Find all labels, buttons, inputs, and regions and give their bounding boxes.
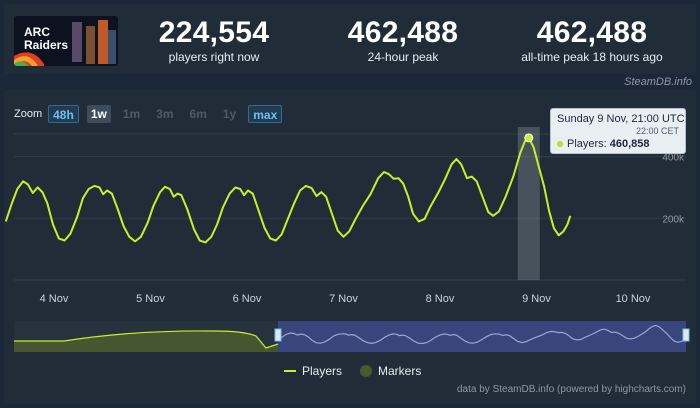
stat-24h-peak: 462,488 24-hour peak (303, 16, 503, 65)
zoom-1m-button[interactable]: 1m (122, 107, 141, 121)
chart-legend: Players Markers (284, 364, 439, 378)
zoom-max-button[interactable]: max (248, 105, 283, 123)
stat-current: 224,554 players right now (114, 16, 314, 65)
x-tick-label: 10 Nov (616, 293, 651, 305)
stat-24h-peak-label: 24-hour peak (367, 50, 439, 64)
legend-players-label: Players (302, 364, 343, 378)
zoom-6m-button[interactable]: 6m (189, 107, 207, 121)
zoom-1y-button[interactable]: 1y (222, 107, 237, 121)
players-line (4, 136, 572, 244)
legend-markers[interactable]: Markers (360, 364, 421, 378)
highlight-point (524, 133, 534, 143)
navigator-right-handle (682, 328, 690, 342)
navigator-left-handle (274, 328, 282, 342)
stat-alltime-peak: 462,488 all-time peak 18 hours ago (492, 16, 692, 65)
zoom-1w-button[interactable]: 1w (86, 105, 111, 123)
y-tick-200k: 200k (662, 214, 685, 225)
stat-alltime-peak-label: all-time peak 18 hours ago (521, 50, 663, 64)
x-tick-label: 5 Nov (136, 293, 165, 305)
legend-players[interactable]: Players (284, 364, 342, 378)
stats-bar: ARC Raiders 224,554 players right now 46… (4, 4, 696, 74)
stat-current-label: players right now (168, 50, 260, 64)
stat-current-value: 224,554 (158, 16, 270, 49)
stat-alltime-peak-value: 462,488 (536, 16, 648, 49)
chart-tooltip: Sunday 9 Nov, 21:00 UTC 22:00 CET Player… (550, 108, 686, 154)
x-tick-label: 7 Nov (329, 293, 358, 305)
y-tick-400k: 400k (662, 153, 685, 164)
tooltip-series-label: Players: (567, 138, 607, 150)
game-logo-line1: ARC (24, 25, 50, 39)
tooltip-date: Sunday 9 Nov, 21:00 UTC (557, 113, 685, 125)
steamdb-credit-top[interactable]: SteamDB.info (624, 76, 692, 88)
zoom-48h-button[interactable]: 48h (48, 105, 79, 123)
navigator-history-area (14, 330, 278, 352)
legend-markers-dot-icon (360, 365, 373, 377)
highcharts-credit[interactable]: data by SteamDB.info (powered by highcha… (457, 384, 686, 395)
navigator-history-line (14, 330, 279, 349)
game-thumbnail[interactable]: ARC Raiders (14, 16, 118, 66)
legend-players-line-icon (284, 370, 296, 372)
x-tick-label: 9 Nov (522, 293, 551, 305)
zoom-controls: Zoom 48h 1w 1m 3m 6m 1y max (14, 105, 290, 123)
zoom-label: Zoom (14, 108, 43, 120)
navigator-selection (278, 321, 686, 352)
legend-markers-label: Markers (378, 364, 422, 378)
zoom-3m-button[interactable]: 3m (156, 107, 174, 121)
tooltip-value-row: Players: 460,858 (557, 138, 650, 150)
player-chart[interactable]: 400k 200k 4 Nov 5 Nov 6 Nov 7 Nov 8 Nov 9 Nov 10… (4, 90, 696, 404)
navigator-week-line (277, 324, 687, 345)
x-tick-label: 8 Nov (426, 293, 455, 305)
x-tick-label: 4 Nov (40, 293, 69, 305)
hover-band (517, 127, 540, 280)
stat-24h-peak-value: 462,488 (347, 16, 459, 49)
game-logo-line2: Raiders (24, 38, 68, 52)
tooltip-series-dot (557, 141, 563, 147)
tooltip-cet: 22:00 CET (635, 126, 679, 136)
tooltip-value: 460,858 (609, 138, 650, 150)
chart-panel: 400k 200k 4 Nov 5 Nov 6 Nov 7 Nov 8 Nov 9 Nov 10… (4, 90, 696, 404)
x-tick-label: 6 Nov (233, 293, 262, 305)
